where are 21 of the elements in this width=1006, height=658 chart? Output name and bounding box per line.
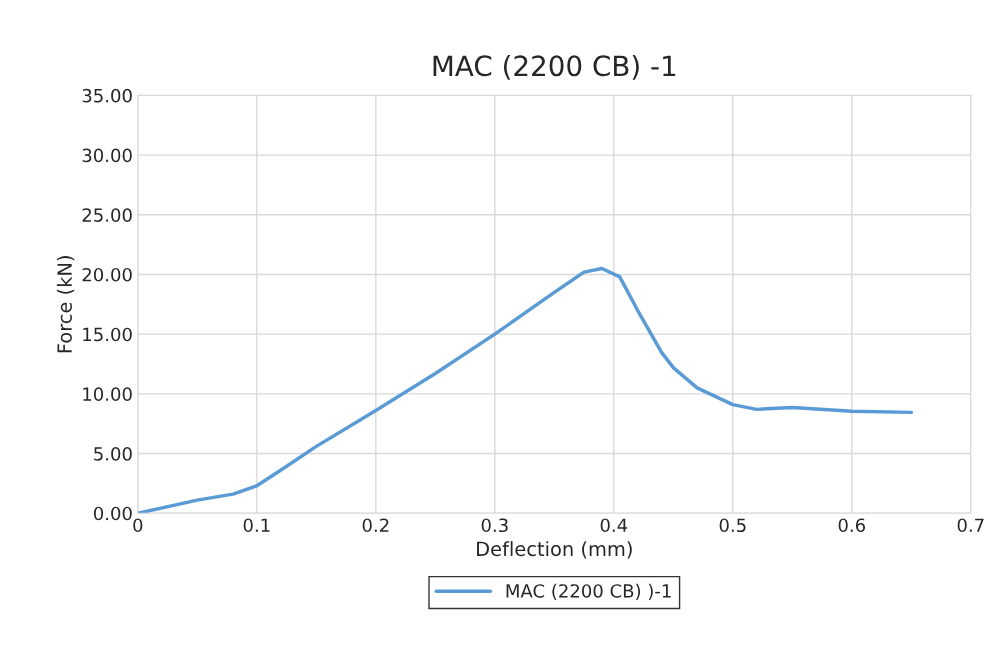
y-tick-label: 20.00 bbox=[82, 267, 132, 282]
y-tick-label: 30.00 bbox=[82, 148, 132, 163]
x-tick-label: 0.4 bbox=[600, 518, 628, 533]
y-tick-label: 35.00 bbox=[82, 88, 132, 103]
x-tick-label: 0.7 bbox=[957, 518, 984, 533]
line-series bbox=[137, 266, 914, 514]
x-tick-label: 0.2 bbox=[362, 518, 389, 533]
y-axis-title: Force (kN) bbox=[56, 256, 75, 353]
x-tick-label: 0 bbox=[133, 518, 143, 533]
y-tick-label: 0.00 bbox=[93, 506, 132, 521]
x-tick-label: 0.5 bbox=[719, 518, 746, 533]
x-tick-label: 0.6 bbox=[838, 518, 866, 533]
legend-label: MAC (2200 CB) )-1 bbox=[506, 583, 671, 600]
y-tick-label: 5.00 bbox=[94, 447, 132, 461]
x-tick-label: 0.1 bbox=[243, 518, 270, 533]
x-tick-label: 0.3 bbox=[481, 518, 508, 533]
y-tick-label: 25.00 bbox=[82, 208, 132, 222]
chart-title: MAC (2200 CB) -1 bbox=[433, 54, 676, 80]
x-axis-title: Deflection (mm) bbox=[477, 541, 632, 559]
y-tick-label: 10.00 bbox=[83, 387, 132, 401]
y-tick-label: 15.00 bbox=[83, 327, 132, 342]
